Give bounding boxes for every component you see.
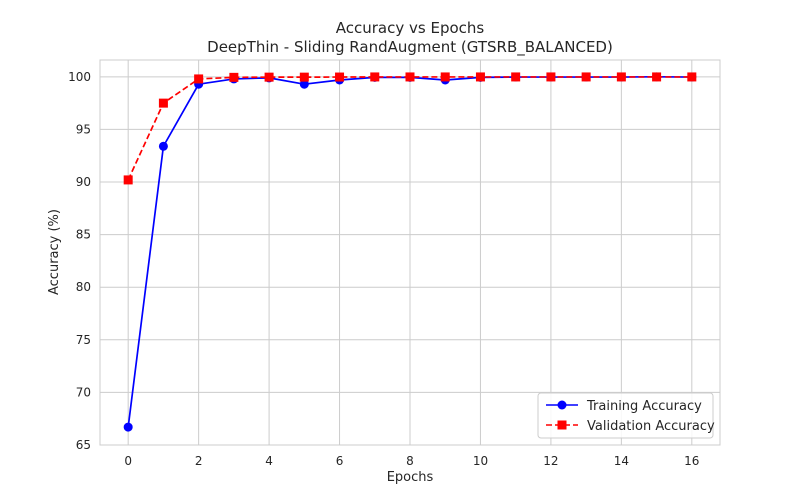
x-tick-label: 4 [265, 454, 273, 468]
y-tick-label: 80 [76, 280, 91, 294]
y-tick-label: 65 [76, 438, 91, 452]
y-tick-label: 70 [76, 385, 91, 399]
data-point-validation-accuracy [299, 72, 309, 82]
legend-marker-training [557, 400, 567, 410]
legend: Training Accuracy Validation Accuracy [537, 392, 715, 439]
x-tick-label: 16 [684, 454, 699, 468]
x-axis-label: Epochs [387, 470, 434, 485]
y-tick-label: 100 [68, 70, 91, 84]
plot-border [99, 59, 721, 446]
data-point-training-accuracy [123, 422, 133, 432]
data-point-validation-accuracy [511, 72, 521, 82]
y-axis-ticks: 65 70 75 80 85 90 95 100 [68, 70, 91, 452]
chart-subtitle: DeepThin - Sliding RandAugment (GTSRB_BA… [207, 38, 613, 57]
data-point-validation-accuracy [440, 72, 450, 82]
x-tick-label: 10 [473, 454, 488, 468]
data-point-validation-accuracy [194, 74, 204, 84]
legend-label-training: Training Accuracy [586, 399, 702, 414]
data-point-validation-accuracy [264, 72, 274, 82]
data-point-validation-accuracy [652, 72, 662, 82]
x-tick-label: 12 [543, 454, 558, 468]
legend-box [537, 392, 714, 439]
chart-title: Accuracy vs Epochs [336, 19, 485, 37]
x-axis-ticks: 0 2 4 6 8 10 12 14 16 [124, 454, 699, 468]
y-tick-label: 95 [76, 122, 91, 136]
x-tick-label: 8 [406, 454, 414, 468]
data-point-training-accuracy [299, 79, 309, 89]
data-point-validation-accuracy [581, 72, 591, 82]
data-point-validation-accuracy [335, 72, 345, 82]
data-point-validation-accuracy [616, 72, 626, 82]
series-layer [123, 72, 697, 432]
x-tick-label: 0 [124, 454, 132, 468]
y-tick-label: 90 [76, 175, 91, 189]
data-point-validation-accuracy [475, 72, 485, 82]
y-tick-label: 75 [76, 333, 91, 347]
data-point-validation-accuracy [229, 72, 239, 82]
data-point-validation-accuracy [546, 72, 556, 82]
legend-marker-validation [557, 420, 567, 430]
x-tick-label: 14 [614, 454, 629, 468]
series-validation-accuracy [123, 72, 697, 185]
x-tick-label: 2 [195, 454, 203, 468]
data-point-validation-accuracy [687, 72, 697, 82]
y-tick-label: 85 [76, 228, 91, 242]
data-point-training-accuracy [158, 141, 168, 151]
data-point-validation-accuracy [405, 72, 415, 82]
data-point-validation-accuracy [370, 72, 380, 82]
data-point-validation-accuracy [158, 98, 168, 108]
x-tick-label: 6 [336, 454, 344, 468]
y-axis-label: Accuracy (%) [47, 209, 62, 295]
legend-label-validation: Validation Accuracy [587, 419, 715, 434]
data-point-validation-accuracy [123, 175, 133, 185]
